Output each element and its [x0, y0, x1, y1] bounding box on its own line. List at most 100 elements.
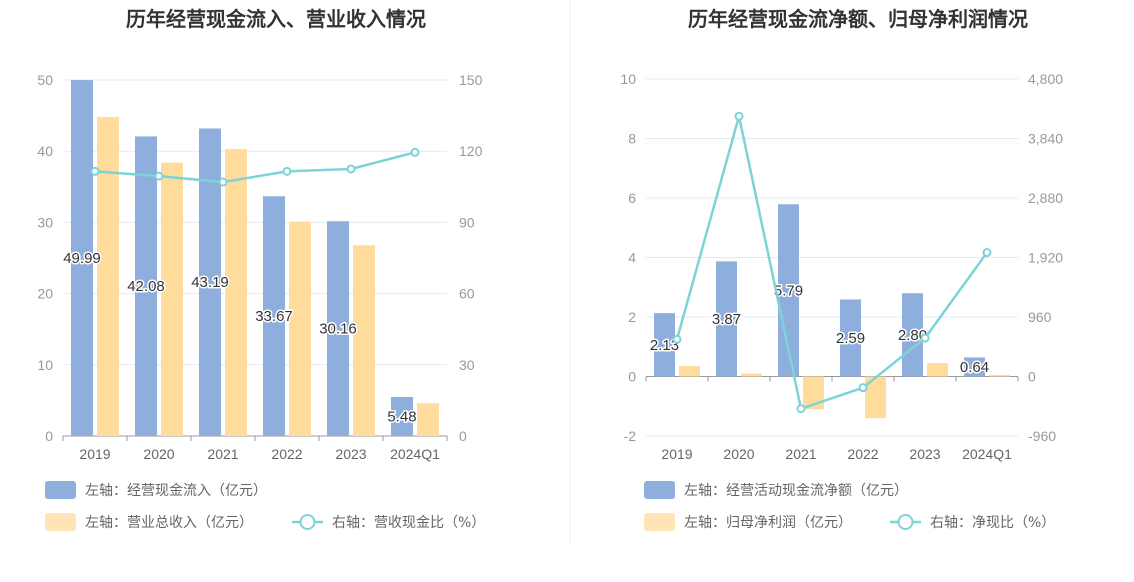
bar-primary: [902, 293, 923, 377]
left-axis-tick: 6: [628, 190, 636, 206]
x-axis-tick: 2019: [661, 446, 692, 462]
bar-secondary: [803, 376, 824, 410]
left-axis-tick: 0: [628, 369, 636, 385]
bar-data-label: 42.08: [127, 278, 165, 295]
x-axis-tick: 2021: [207, 446, 238, 462]
right-axis-tick: 0: [459, 428, 467, 444]
right-axis-tick: -960: [1028, 428, 1056, 444]
right-axis-tick: 90: [459, 214, 475, 230]
line-point: [982, 248, 992, 258]
line-point: [796, 404, 806, 414]
bar-primary: [263, 196, 285, 436]
line-point: [920, 333, 930, 343]
bar-primary: [840, 299, 861, 377]
bar-secondary: [989, 375, 1010, 377]
legend-label: 右轴：营收现金比（%）: [332, 515, 485, 531]
bar-data-label: 43.19: [191, 274, 229, 291]
line-point: [282, 166, 292, 176]
line-point: [672, 334, 682, 344]
chart-title: 历年经营现金流净额、归母净利润情况: [688, 7, 1028, 31]
legend-line-marker: [897, 514, 914, 530]
line-series: [94, 151, 416, 184]
right-axis-tick: 1,920: [1028, 250, 1063, 266]
cash-inflow-revenue-chart: 历年经营现金流入、营业收入情况 0 10 20 30 40 50 0 30 60 90 120 150 2…: [37, 7, 485, 531]
right-axis-tick: 0: [1028, 369, 1036, 385]
line-point: [734, 111, 744, 121]
bar-data-label: 5.79: [774, 282, 803, 299]
bar-data-label: 5.48: [387, 408, 416, 425]
bar-primary: [71, 80, 93, 436]
left-axis-tick: 8: [628, 131, 636, 147]
right-axis-tick: 150: [459, 72, 483, 88]
line-series: [675, 115, 989, 411]
bar-primary: [716, 261, 737, 377]
x-axis-tick: 2022: [847, 446, 878, 462]
line-point: [218, 177, 228, 187]
bar-secondary: [97, 117, 119, 437]
bar-primary: [199, 128, 221, 437]
bar-secondary: [927, 363, 948, 377]
legend-label: 左轴：营业总收入（亿元）: [85, 515, 253, 531]
right-axis-tick: 2,880: [1028, 190, 1063, 206]
line-point: [858, 383, 868, 393]
right-axis-tick: 120: [459, 143, 483, 159]
right-axis-tick: 4,800: [1028, 71, 1063, 87]
line-point: [154, 171, 164, 181]
bar-secondary: [225, 149, 247, 436]
x-axis-tick: 2019: [79, 446, 110, 462]
bar-data-label: 30.16: [319, 321, 357, 338]
cash-net-profit-chart: 历年经营现金流净额、归母净利润情况 -2 0 2 4 6 8 10 -960 0 960 1,920 2…: [620, 7, 1063, 531]
bar-data-label: 49.99: [63, 250, 101, 267]
x-axis-tick: 2022: [271, 446, 302, 462]
legend-swatch-primary: [644, 481, 675, 499]
x-axis-tick: 2023: [909, 446, 940, 462]
bar-secondary: [417, 403, 439, 436]
left-axis-tick: 10: [37, 357, 53, 373]
legend-label: 左轴：经营现金流入（亿元）: [85, 483, 267, 499]
bar-primary: [391, 396, 413, 436]
bar-primary: [654, 313, 675, 377]
x-axis-tick: 2024Q1: [962, 446, 1012, 462]
line-point: [90, 166, 100, 176]
left-axis-tick: 20: [37, 286, 53, 302]
legend-line-marker: [299, 514, 316, 530]
bar-data-label: 2.59: [836, 330, 865, 347]
right-axis-tick: 30: [459, 357, 475, 373]
bar-secondary: [289, 221, 311, 436]
right-axis-tick: 60: [459, 286, 475, 302]
x-axis-tick: 2023: [335, 446, 366, 462]
bar-secondary: [161, 162, 183, 437]
bar-data-label: 2.13: [650, 337, 679, 354]
bar-secondary: [865, 376, 886, 419]
left-axis-tick: 2: [628, 309, 636, 325]
x-axis-tick: 2020: [143, 446, 174, 462]
right-axis-tick: 960: [1028, 309, 1052, 325]
bar-secondary: [679, 366, 700, 377]
left-axis-tick: 40: [37, 143, 53, 159]
left-axis-tick: 10: [620, 71, 636, 87]
x-axis-tick: 2020: [723, 446, 754, 462]
bar-primary: [964, 357, 985, 377]
left-axis-tick: 30: [37, 214, 53, 230]
x-axis-tick: 2021: [785, 446, 816, 462]
legend-label: 右轴：净现比（%）: [930, 515, 1055, 531]
left-axis-tick: 50: [37, 72, 53, 88]
x-axis-tick: 2024Q1: [390, 446, 440, 462]
left-axis-tick: 0: [45, 428, 53, 444]
bar-primary: [327, 221, 349, 436]
line-point: [346, 164, 356, 174]
bar-data-label: 0.64: [960, 359, 989, 376]
left-axis-tick: 4: [628, 250, 636, 266]
legend-label: 左轴：经营活动现金流净额（亿元）: [684, 483, 908, 499]
line-point: [410, 147, 420, 157]
bar-data-label: 3.87: [712, 311, 741, 328]
bar-primary: [135, 136, 157, 437]
bar-primary: [778, 204, 799, 377]
legend-swatch-secondary: [45, 513, 76, 531]
legend-swatch-secondary: [644, 513, 675, 531]
legend-label: 左轴：归母净利润（亿元）: [684, 514, 852, 531]
bar-secondary: [353, 245, 375, 436]
right-axis-tick: 3,840: [1028, 131, 1063, 147]
left-axis-tick: -2: [624, 428, 637, 444]
